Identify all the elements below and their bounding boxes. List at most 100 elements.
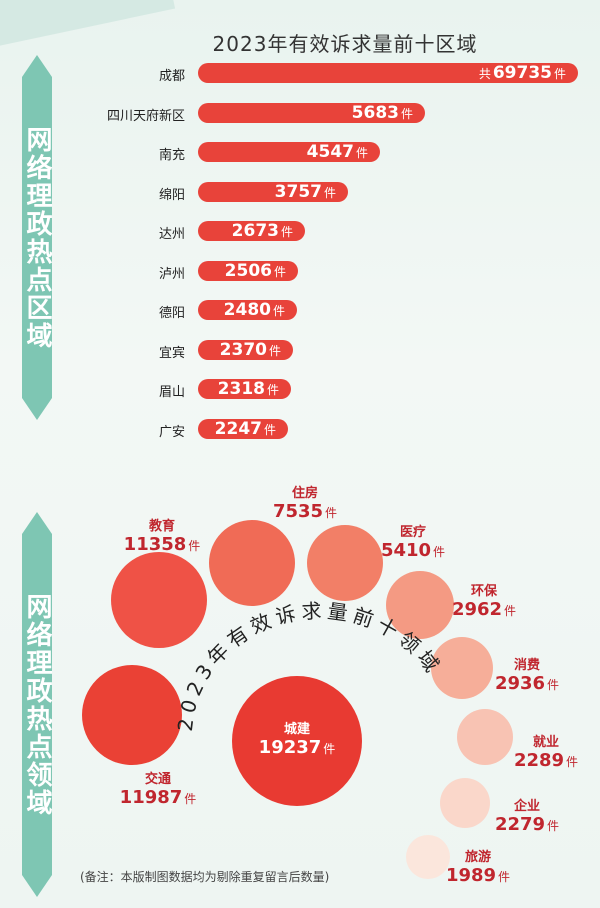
field-label: 城建 19237 件: [237, 718, 357, 758]
region-bar: 2247 件: [198, 418, 288, 439]
value-unit: 件: [184, 792, 197, 806]
region-label: 眉山: [158, 385, 185, 400]
region-value: 5683: [351, 102, 399, 123]
region-label: 南充: [158, 148, 185, 163]
value-unit: 件: [355, 146, 368, 160]
value-unit: 件: [325, 506, 338, 520]
field-label: 环保 2962 件: [424, 580, 544, 620]
field-name: 医疗: [399, 525, 426, 540]
field-label: 住房 7535 件: [245, 482, 365, 522]
region-bar: 2673 件: [198, 221, 305, 241]
value-unit: 件: [268, 343, 281, 358]
region-bar: 2506 件: [198, 260, 298, 281]
field-label: 医疗 5410 件: [353, 521, 473, 561]
side-banner-regions: 网络理政热点区域: [22, 55, 52, 420]
region-bar: 2480 件: [198, 300, 297, 320]
value-unit: 件: [553, 67, 566, 81]
region-label: 成都: [158, 69, 185, 84]
value-unit: 件: [280, 225, 293, 239]
region-value: 3757: [274, 181, 322, 202]
region-label: 达州: [158, 227, 185, 242]
field-bubble: [82, 665, 182, 765]
region-label: 绵阳: [158, 187, 185, 203]
field-label: 教育 11358 件: [102, 515, 222, 555]
field-value: 2962: [451, 599, 503, 620]
region-value: 2673: [231, 221, 279, 241]
value-unit: 件: [188, 539, 201, 553]
field-bubble: [440, 778, 490, 828]
region-bar: 共 69735 件: [198, 63, 578, 83]
value-unit: 件: [266, 383, 279, 397]
field-label: 就业 2289 件: [486, 731, 600, 771]
field-name: 就业: [532, 735, 559, 750]
field-bubble: [111, 552, 207, 648]
region-label: 宜宾: [158, 345, 185, 361]
region-bar: 2370 件: [198, 339, 293, 360]
field-value: 11987: [119, 787, 183, 808]
field-bubble: [431, 637, 493, 699]
field-name: 企业: [513, 799, 540, 814]
value-unit: 件: [400, 106, 413, 121]
field-name: 教育: [148, 519, 175, 534]
field-value: 5410: [380, 540, 432, 561]
region-label: 广安: [158, 424, 185, 440]
region-bar-chart: 成都共 69735 件四川天府新区 5683 件南充 4547 件绵阳 3757 件达州 2673…: [106, 63, 578, 440]
region-label: 泸州: [158, 266, 185, 282]
value-unit: 件: [272, 304, 285, 318]
field-value: 11358: [123, 534, 187, 555]
value-unit: 件: [323, 742, 336, 756]
svg-text:2023年有效诉求量前十领域: 2023年有效诉求量前十领域: [173, 599, 447, 733]
field-bubble: [307, 525, 383, 601]
region-value: 2370: [219, 339, 267, 360]
field-value: 2279: [494, 814, 546, 835]
field-value: 2289: [513, 750, 565, 771]
value-unit: 件: [566, 755, 579, 769]
bubble-chart-title: 2023年有效诉求量前十领域: [173, 599, 442, 733]
value-unit: 件: [323, 185, 336, 200]
region-value: 2318: [217, 379, 265, 399]
field-name: 交通: [144, 772, 171, 787]
value-unit: 件: [547, 678, 560, 692]
region-bar: 2318 件: [198, 379, 291, 399]
region-bar: 3757 件: [198, 181, 348, 202]
region-value: 4547: [306, 142, 354, 162]
field-bubble: [457, 709, 513, 765]
value-unit: 件: [498, 870, 511, 884]
side-title-regions: 网络理政热点区域: [22, 125, 52, 350]
value-prefix: 共: [478, 67, 491, 81]
field-name: 城建: [283, 722, 310, 737]
value-unit: 件: [433, 545, 446, 559]
field-value: 19237: [258, 737, 322, 758]
field-bubble: [232, 676, 362, 806]
field-value: 1989: [445, 865, 497, 886]
region-label: 四川天府新区: [106, 108, 185, 124]
region-label: 德阳: [158, 306, 185, 321]
field-bubble: [386, 571, 454, 639]
region-value: 2480: [223, 300, 271, 320]
field-name: 消费: [513, 658, 540, 673]
side-title-fields: 网络理政热点领域: [22, 592, 52, 817]
field-label: 交通 11987 件: [98, 768, 218, 808]
value-unit: 件: [273, 264, 286, 279]
field-label: 旅游 1989 件: [418, 846, 538, 886]
field-value: 2936: [494, 673, 546, 694]
value-unit: 件: [504, 604, 517, 618]
footnote: (备注：本版制图数据均为剔除重复留言后数量): [80, 870, 330, 884]
field-value: 7535: [272, 501, 324, 522]
field-name: 住房: [291, 486, 318, 501]
side-banner-fields: 网络理政热点领域: [22, 512, 52, 897]
field-bubble: [406, 835, 450, 879]
region-value: 69735: [492, 63, 552, 83]
field-label: 消费 2936 件: [467, 654, 587, 694]
field-label: 企业 2279 件: [467, 795, 587, 835]
field-name: 旅游: [464, 850, 491, 865]
region-bar: 4547 件: [198, 142, 380, 162]
region-bar: 5683 件: [198, 102, 425, 123]
field-name: 环保: [470, 584, 497, 599]
value-unit: 件: [547, 819, 560, 833]
field-bubble: [209, 520, 295, 606]
bar-chart-title: 2023年有效诉求量前十区域: [212, 32, 478, 56]
region-value: 2506: [224, 260, 272, 281]
value-unit: 件: [263, 422, 276, 437]
